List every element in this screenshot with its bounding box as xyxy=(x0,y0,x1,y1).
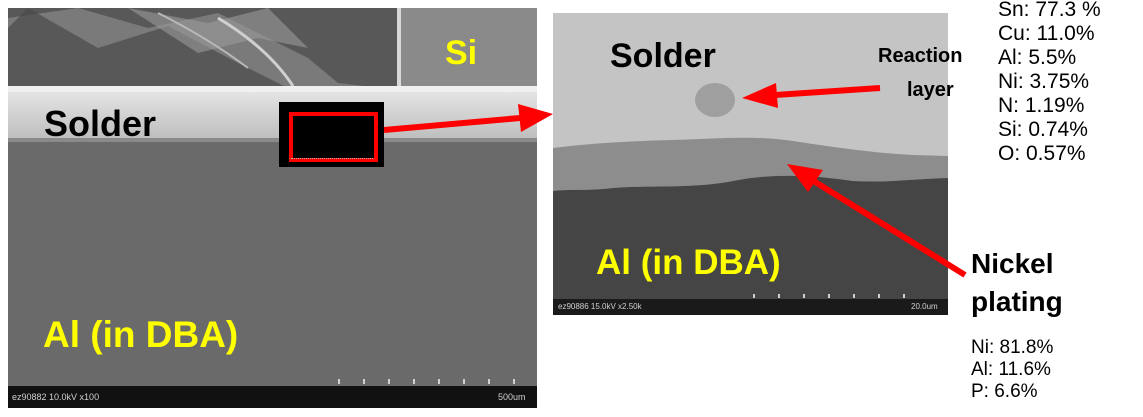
composition-item: O: 0.57% xyxy=(998,142,1086,165)
label-si: Si xyxy=(445,34,478,72)
reaction-layer-label-line1: Reaction xyxy=(878,45,963,67)
composition-item: Ni: 81.8% xyxy=(971,337,1054,358)
composition-item: Si: 0.74% xyxy=(998,118,1088,141)
composition-item: P: 6.6% xyxy=(971,381,1038,402)
info-bar-left: ez90882 10.0kV x100 xyxy=(12,392,100,402)
zoom-region-highlight xyxy=(289,112,378,162)
sem-image-high-mag-graphic xyxy=(553,13,948,315)
label-solder-left: Solder xyxy=(44,103,157,144)
zoom-arrow-head xyxy=(518,104,553,132)
info-bar-right: ez90886 15.0kV x2.50k xyxy=(558,302,642,311)
zoom-arrow xyxy=(383,115,521,133)
scale-bar-left: 500um xyxy=(498,392,526,402)
composition-item: Cu: 11.0% xyxy=(998,22,1095,45)
nickel-plating-label-line2: plating xyxy=(971,286,1063,317)
nickel-plating-arrow xyxy=(810,177,967,278)
reaction-layer-label-line2: layer xyxy=(907,79,954,101)
reaction-layer-arrow-head xyxy=(742,83,778,108)
nickel-plating-composition: Ni: 81.8% Al: 11.6% P: 6.6% xyxy=(971,337,1053,403)
composition-item: Sn: 77.3 % xyxy=(998,0,1101,21)
sem-image-high-magnification: Solder Al (in DBA) ez90886 15.0kV x2.50k… xyxy=(553,13,948,315)
sem-image-low-mag-graphic xyxy=(8,8,537,408)
nickel-plating-label-line1: Nickel xyxy=(971,248,1054,279)
zoom-region-box xyxy=(279,102,384,167)
scale-bar-right: 20.0um xyxy=(911,302,938,311)
nickel-plating-arrow-head xyxy=(787,164,823,192)
reaction-layer-composition: Sn: 77.3 % Cu: 11.0% Al: 5.5% Ni: 3.75% … xyxy=(998,0,1101,166)
composition-item: Ni: 3.75% xyxy=(998,70,1090,93)
composition-item: Al: 11.6% xyxy=(971,359,1051,380)
label-solder-right: Solder xyxy=(610,37,716,75)
label-al-left: Al (in DBA) xyxy=(43,314,239,355)
label-al-right: Al (in DBA) xyxy=(596,243,781,282)
reaction-layer-arrow xyxy=(774,85,881,98)
composition-item: N: 1.19% xyxy=(998,94,1085,117)
composition-item: Al: 5.5% xyxy=(998,46,1077,69)
sem-image-low-magnification: Si Solder Al (in DBA) ez90882 10.0kV x10… xyxy=(8,8,537,408)
